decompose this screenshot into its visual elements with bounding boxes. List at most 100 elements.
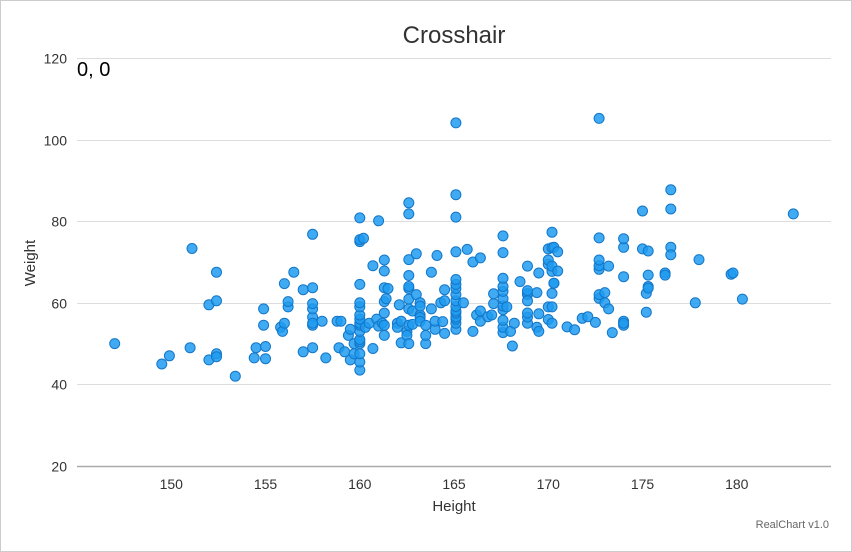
data-point[interactable] [599,287,611,299]
data-point[interactable] [618,233,630,245]
data-point[interactable] [258,303,270,315]
data-point[interactable] [211,295,222,307]
data-point[interactable] [297,284,309,296]
data-point[interactable] [486,309,498,321]
data-point[interactable] [414,300,426,312]
data-point[interactable] [260,341,271,352]
data-point[interactable] [425,266,437,278]
data-point[interactable] [450,274,462,285]
data-point[interactable] [186,243,198,254]
data-point[interactable] [569,324,581,336]
data-point[interactable] [787,208,799,220]
data-point[interactable] [665,203,677,215]
data-point[interactable] [439,327,451,339]
data-point[interactable] [420,329,432,341]
data-point[interactable] [450,211,462,223]
data-point[interactable] [282,296,294,308]
data-point[interactable] [354,278,366,290]
data-point[interactable] [637,205,648,217]
data-point[interactable] [642,245,654,257]
data-point[interactable] [497,230,509,242]
data-point[interactable] [727,267,739,279]
data-point[interactable] [522,295,533,307]
data-point[interactable] [665,249,677,261]
data-point[interactable] [431,250,443,261]
data-point[interactable] [461,243,473,255]
data-point[interactable] [354,212,366,224]
data-point[interactable] [229,370,241,382]
data-point[interactable] [665,184,677,196]
data-point[interactable] [467,325,479,337]
data-point[interactable] [450,189,462,201]
data-point[interactable] [248,352,260,364]
data-point[interactable] [316,315,328,327]
data-point[interactable] [582,311,594,323]
data-point[interactable] [618,271,630,283]
data-point[interactable] [488,298,500,310]
data-point[interactable] [403,270,415,281]
data-point[interactable] [439,284,451,296]
data-point[interactable] [373,215,385,227]
data-point[interactable] [354,348,366,360]
data-point[interactable] [501,301,513,313]
data-point[interactable] [522,285,533,297]
data-point[interactable] [358,232,369,244]
data-point[interactable] [354,297,366,309]
data-point[interactable] [307,317,319,329]
data-point[interactable] [320,352,332,364]
data-point[interactable] [533,325,545,337]
data-point[interactable] [606,327,618,339]
data-point[interactable] [552,265,564,277]
data-point[interactable] [439,295,451,307]
data-point[interactable] [437,316,449,328]
data-point[interactable] [508,317,520,329]
data-point[interactable] [109,338,121,350]
data-point[interactable] [522,260,533,272]
data-point[interactable] [546,317,558,329]
data-point[interactable] [474,305,486,317]
data-point[interactable] [378,254,390,266]
data-point[interactable] [603,303,615,315]
data-point[interactable] [378,307,390,319]
data-point[interactable] [618,317,630,329]
data-point[interactable] [736,293,748,305]
data-point[interactable] [548,277,560,289]
data-point[interactable] [689,297,701,309]
data-point[interactable] [307,228,319,240]
data-point[interactable] [693,254,705,266]
data-point[interactable] [380,293,392,305]
data-point[interactable] [640,306,652,318]
data-point[interactable] [514,276,526,288]
data-point[interactable] [425,303,437,315]
data-point[interactable] [250,342,262,354]
data-point[interactable] [488,288,500,300]
data-point[interactable] [533,308,545,320]
data-point[interactable] [642,269,654,281]
data-point[interactable] [403,254,415,266]
data-point[interactable] [403,338,415,350]
data-point[interactable] [378,319,390,331]
data-point[interactable] [522,307,533,319]
data-point[interactable] [258,319,270,331]
data-point[interactable] [393,299,405,311]
data-point[interactable] [307,342,319,354]
data-point[interactable] [593,254,605,266]
data-point[interactable] [297,346,309,358]
data-point[interactable] [403,197,415,209]
data-point[interactable] [497,272,509,284]
data-point[interactable] [410,248,422,260]
data-point[interactable] [497,247,509,259]
data-point[interactable] [378,329,390,341]
data-point[interactable] [450,117,462,129]
data-point[interactable] [307,282,319,294]
data-point[interactable] [546,226,558,238]
data-point[interactable] [288,266,300,278]
data-point[interactable] [457,297,469,309]
data-point[interactable] [278,317,290,329]
data-point[interactable] [367,260,379,272]
data-point[interactable] [403,208,415,220]
data-point[interactable] [589,316,601,328]
data-point[interactable] [403,281,415,292]
data-point[interactable] [659,269,671,281]
